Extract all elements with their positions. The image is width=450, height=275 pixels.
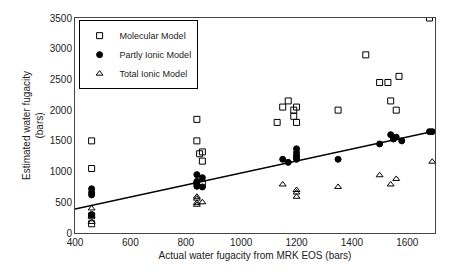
svg-text:Actual water fugacity from MRK: Actual water fugacity from MRK EOS (bars…	[159, 250, 352, 261]
svg-text:600: 600	[122, 237, 139, 248]
svg-text:400: 400	[67, 237, 84, 248]
svg-text:500: 500	[55, 197, 72, 208]
svg-text:2000: 2000	[50, 105, 73, 116]
svg-text:1400: 1400	[341, 237, 364, 248]
svg-text:Molecular Model: Molecular Model	[120, 31, 186, 41]
svg-text:Partly Ionic Model: Partly Ionic Model	[120, 50, 192, 60]
svg-text:1000: 1000	[230, 237, 253, 248]
svg-text:1200: 1200	[285, 237, 308, 248]
svg-text:2500: 2500	[50, 74, 73, 85]
svg-text:1500: 1500	[50, 135, 73, 146]
svg-text:800: 800	[177, 237, 194, 248]
svg-text:Total Ionic Model: Total Ionic Model	[120, 69, 188, 79]
svg-text:1000: 1000	[50, 166, 73, 177]
svg-text:Estimated water fugacity(bars): Estimated water fugacity(bars)	[21, 71, 45, 180]
svg-text:3500: 3500	[50, 13, 73, 24]
svg-text:3000: 3000	[50, 43, 73, 54]
svg-text:0: 0	[66, 228, 72, 239]
svg-text:1600: 1600	[396, 237, 419, 248]
